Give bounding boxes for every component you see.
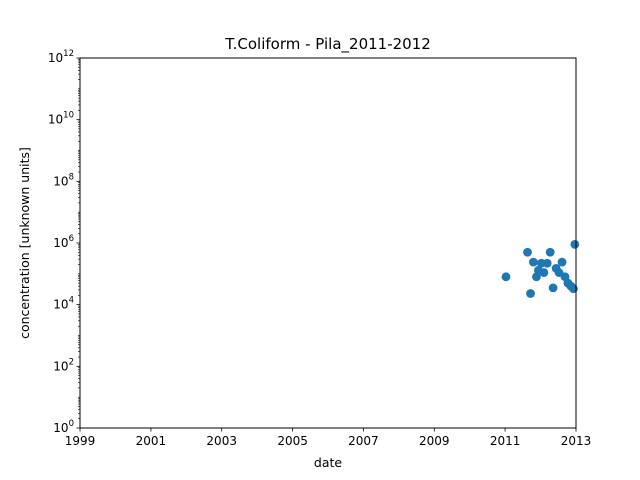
- data-point: [548, 283, 558, 293]
- y-tick-label: 106: [53, 234, 74, 250]
- x-tick-label: 2013: [561, 434, 592, 448]
- data-point: [529, 257, 538, 267]
- y-tick-base: 10: [53, 174, 68, 188]
- data-point: [570, 240, 580, 249]
- y-tick-base: 10: [53, 236, 68, 250]
- data-point: [545, 247, 555, 257]
- y-tick-exponent: 10: [63, 111, 74, 121]
- y-tick-base: 10: [53, 359, 68, 373]
- y-tick-label: 1010: [48, 111, 74, 127]
- data-point: [526, 289, 535, 298]
- y-tick-label: 104: [53, 296, 74, 312]
- y-tick-exponent: 4: [69, 296, 74, 306]
- y-tick-exponent: 6: [69, 234, 74, 244]
- data-point: [539, 268, 549, 277]
- y-tick-exponent: 8: [69, 172, 74, 182]
- data-point: [501, 272, 511, 282]
- y-axis-label: concentration [unknown units]: [17, 147, 32, 339]
- y-tick-base: 10: [48, 113, 63, 127]
- y-tick-label: 100: [53, 419, 74, 435]
- y-tick-exponent: 12: [63, 49, 74, 59]
- plot-frame: [79, 57, 577, 429]
- x-tick-label: 2009: [419, 434, 450, 448]
- y-tick-base: 10: [48, 51, 63, 65]
- x-tick-label: 1999: [65, 434, 96, 448]
- y-tick-label: 102: [53, 357, 74, 373]
- x-tick-label: 2007: [348, 434, 379, 448]
- y-tick-base: 10: [53, 298, 68, 312]
- data-points: [501, 240, 580, 298]
- x-tick-label: 2003: [206, 434, 237, 448]
- data-point: [542, 258, 552, 268]
- x-axis-ticks: 1999 2001 2003 2005 2007 2009 2011 2013: [65, 428, 592, 448]
- data-point: [523, 247, 532, 257]
- x-tick-label: 2001: [136, 434, 167, 448]
- y-tick-label: 1012: [48, 49, 74, 65]
- y-tick-exponent: 0: [69, 419, 74, 429]
- chart-title: T.Coliform - Pila_2011-2012: [224, 35, 431, 54]
- x-tick-label: 2011: [490, 434, 521, 448]
- y-tick-exponent: 2: [69, 357, 74, 367]
- y-tick-label: 108: [53, 172, 74, 188]
- data-point: [557, 257, 567, 267]
- x-tick-label: 2005: [277, 434, 308, 448]
- x-axis-label: date: [314, 455, 342, 470]
- y-tick-base: 10: [53, 421, 68, 435]
